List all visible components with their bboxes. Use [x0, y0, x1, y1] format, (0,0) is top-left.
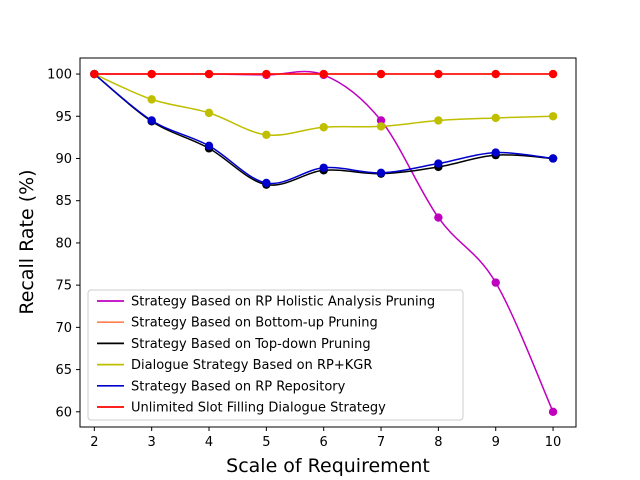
y-tick-label: 75 [55, 279, 72, 294]
y-axis-label: Recall Rate (%) [16, 169, 38, 314]
y-tick-label: 100 [47, 68, 72, 83]
legend-item: Unlimited Slot Filling Dialogue Strategy [97, 401, 386, 416]
x-axis: 2 3 4 5 6 7 8 9 10 [90, 427, 561, 450]
data-point [376, 168, 386, 178]
data-point [90, 69, 99, 79]
data-point [434, 159, 443, 168]
data-point [147, 95, 156, 104]
x-tick-label: 8 [434, 435, 442, 450]
data-point [147, 69, 156, 79]
series-4 [90, 69, 558, 140]
data-point [376, 116, 386, 125]
data-point [319, 123, 328, 132]
y-tick-label: 85 [55, 194, 72, 209]
data-point [376, 122, 386, 131]
x-tick-label: 4 [205, 435, 213, 450]
data-point [434, 69, 443, 79]
legend-box [87, 289, 464, 421]
data-point [548, 69, 558, 79]
x-axis-label: Scale of Requirement [226, 455, 430, 477]
data-point [319, 69, 328, 79]
legend: Strategy Based on RP Holistic Analysis P… [87, 289, 464, 421]
legend-label: Strategy Based on RP Holistic Analysis P… [131, 295, 435, 310]
data-point [262, 178, 271, 188]
data-point [548, 154, 558, 163]
data-point [204, 69, 214, 79]
data-point [319, 163, 328, 172]
legend-label: Strategy Based on Top-down Pruning [131, 337, 371, 352]
series-6 [90, 69, 558, 79]
legend-item: Dialogue Strategy Based on RP+KGR [97, 358, 372, 373]
y-tick-label: 60 [55, 405, 72, 420]
x-tick-label: 3 [148, 435, 156, 450]
data-point [204, 141, 214, 151]
y-tick-label: 80 [55, 236, 72, 251]
data-point [491, 278, 500, 287]
data-point [376, 69, 386, 79]
data-point [491, 69, 500, 79]
data-point [491, 113, 500, 123]
y-tick-label: 90 [55, 152, 72, 167]
legend-item: Strategy Based on RP Holistic Analysis P… [97, 295, 435, 310]
x-tick-label: 7 [377, 435, 385, 450]
plot-area [90, 69, 558, 417]
data-point [548, 112, 558, 121]
x-tick-label: 6 [320, 435, 328, 450]
data-point [434, 116, 443, 125]
legend-label: Strategy Based on Bottom-up Pruning [131, 316, 378, 331]
data-point [262, 130, 271, 140]
legend-label: Strategy Based on RP Repository [131, 379, 346, 394]
data-point [204, 108, 214, 118]
data-point [434, 213, 443, 222]
x-tick-label: 10 [545, 435, 562, 450]
legend-item: Strategy Based on Bottom-up Pruning [97, 316, 378, 331]
data-point [491, 148, 500, 157]
data-point [548, 407, 558, 417]
series-5 [90, 69, 558, 188]
legend-label: Dialogue Strategy Based on RP+KGR [131, 358, 372, 373]
data-point [262, 69, 271, 79]
y-tick-label: 65 [55, 363, 72, 378]
legend-label: Unlimited Slot Filling Dialogue Strategy [131, 401, 386, 416]
y-tick-label: 70 [55, 321, 72, 336]
y-tick-label: 95 [55, 110, 72, 125]
x-tick-label: 2 [90, 435, 98, 450]
data-point [147, 116, 156, 125]
legend-item: Strategy Based on RP Repository [97, 379, 346, 394]
y-axis: 60 65 70 75 80 85 90 95 100 [47, 68, 80, 420]
x-tick-label: 9 [492, 435, 500, 450]
x-tick-label: 5 [262, 435, 270, 450]
legend-item: Strategy Based on Top-down Pruning [97, 337, 371, 352]
